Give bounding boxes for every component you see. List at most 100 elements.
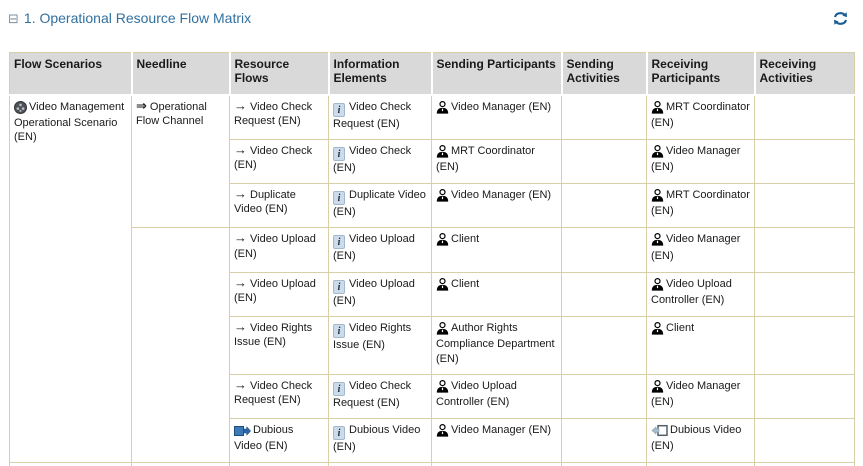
person-icon: [651, 144, 664, 160]
refresh-icon[interactable]: [832, 10, 849, 30]
flow-out-icon: [234, 425, 252, 439]
sending-activity-cell[interactable]: [561, 138, 647, 185]
resource-flow-cell[interactable]: → Video Rights Issue (EN): [229, 315, 329, 375]
table-row: → Video Rights Issue (EN) i Video Rights I…: [10, 315, 855, 375]
information-element-icon: i: [333, 323, 345, 338]
information-element-cell[interactable]: i Video Rights Issue (EN): [328, 315, 432, 375]
flow-arrow-icon: →: [234, 97, 247, 113]
information-element-icon: i: [333, 146, 345, 161]
receiving-activity-cell[interactable]: [754, 418, 855, 464]
receiving-participant-cell[interactable]: MRT Coordinator (EN): [646, 183, 755, 229]
resource-flow-matrix-table: Flow Scenarios Needline Resource Flows I…: [9, 52, 855, 466]
receiving-activity-cell[interactable]: [754, 462, 855, 466]
sending-participant-label: Video Upload Controller (EN): [436, 379, 517, 409]
information-element-cell[interactable]: i Video Upload (EN): [328, 271, 432, 317]
information-element-label: Video Upload (EN): [333, 277, 415, 307]
header-sending-participants: Sending Participants: [431, 52, 563, 96]
sending-activity-cell[interactable]: [561, 418, 647, 464]
sending-activity-cell[interactable]: [561, 271, 647, 317]
information-element-icon: i: [333, 426, 345, 441]
resource-flow-cell[interactable]: → Duplicate Video (EN): [229, 183, 329, 229]
receiving-participant-cell[interactable]: Video Manager (EN): [646, 138, 755, 185]
receiving-activity-cell[interactable]: [754, 227, 855, 273]
table-row: Video Management Operational Scenario (E…: [9, 93, 855, 464]
header-information-elements: Information Elements: [328, 52, 433, 96]
receiving-activity-cell[interactable]: [754, 183, 855, 229]
receiving-participant-cell[interactable]: Video Manager (EN): [646, 373, 755, 420]
receiving-participant-cell[interactable]: Video Manager (EN): [646, 227, 755, 273]
information-element-cell[interactable]: i Video Check (EN): [328, 138, 432, 185]
table-row: → Video Check (EN) i Video Check (EN) MRT …: [10, 138, 855, 185]
resource-flow-cell[interactable]: → Video Upload (EN): [229, 271, 329, 317]
receiving-participant-label: Client: [666, 321, 695, 334]
flow-scenario-cell[interactable]: Video Management Operational Scenario (E…: [9, 93, 132, 464]
resource-flow-cell[interactable]: Dubious Video (EN): [229, 418, 329, 464]
resource-flow-label: Video Check Request (EN): [234, 379, 313, 407]
sending-participant-cell[interactable]: Client: [431, 271, 562, 317]
information-element-cell[interactable]: i Video Check Request (EN): [328, 94, 432, 140]
sending-participant-cell[interactable]: Author Rights Compliance Department (EN): [431, 315, 562, 375]
sending-participant-cell[interactable]: Video Manager (EN): [431, 418, 562, 464]
receiving-participant-cell[interactable]: Video Upload Controller (EN): [646, 271, 755, 317]
receiving-activity-cell[interactable]: [754, 138, 855, 185]
needline-arrow-icon: ⇒: [136, 97, 147, 113]
receiving-participant-label: MRT Coordinator (EN): [651, 100, 750, 129]
receiving-participant-label: Video Upload Controller (EN): [651, 277, 732, 306]
sending-participant-label: Client: [451, 233, 480, 246]
resource-flow-label: Duplicate Video (EN): [234, 189, 296, 216]
information-element-icon: i: [333, 191, 345, 206]
information-element-label: Video Check Request (EN): [333, 100, 412, 130]
sending-participant-label: Video Manager (EN): [451, 424, 552, 437]
person-icon: [651, 233, 664, 248]
sending-activity-cell[interactable]: [561, 183, 647, 229]
sending-activity-cell[interactable]: [561, 227, 647, 273]
sending-participant-cell[interactable]: Video Manager (EN): [431, 94, 562, 140]
information-element-cell[interactable]: i Video Upload (EN): [328, 227, 432, 273]
resource-flow-cell[interactable]: → Video Check (EN): [229, 138, 329, 185]
information-element-label: Video Rights Issue (EN): [333, 321, 412, 351]
sending-participant-cell[interactable]: Client: [431, 227, 562, 273]
receiving-participant-cell[interactable]: Client: [646, 315, 755, 375]
resource-flow-cell[interactable]: → Video Upload (EN): [229, 227, 329, 273]
header-needline: Needline: [131, 52, 231, 96]
sending-participant-label: Author Rights Compliance Department (EN): [436, 321, 555, 365]
receiving-activity-cell[interactable]: [754, 315, 855, 375]
needline-cell-empty[interactable]: [131, 227, 230, 464]
receiving-participant-cell[interactable]: MRT Coordinator (EN): [646, 94, 755, 140]
person-icon: [436, 100, 449, 116]
sending-participant-cell[interactable]: Video Manager (EN): [431, 183, 562, 229]
sending-participant-cell[interactable]: MRT Coordinator (EN): [431, 138, 562, 185]
sending-activity-cell[interactable]: [561, 373, 647, 420]
sending-activity-cell[interactable]: [561, 315, 647, 375]
table-row: → Duplicate Video (EN) i Duplicate Video (…: [10, 183, 855, 229]
resource-flow-cell[interactable]: → Video Check Request (EN): [229, 373, 329, 420]
header-receiving-participants: Receiving Participants: [646, 52, 756, 96]
sending-participant-label: MRT Coordinator (EN): [436, 144, 535, 174]
person-icon: [651, 321, 664, 337]
flow-in-icon: [651, 424, 668, 439]
person-icon: [436, 321, 449, 337]
resource-flow-label: Video Upload (EN): [234, 233, 316, 260]
receiving-participant-label: Video Manager (EN): [651, 144, 741, 174]
resource-flow-cell[interactable]: → Video Check Request (EN): [229, 94, 329, 140]
receiving-activity-cell[interactable]: [754, 373, 855, 420]
flow-scenario-label: Video Management Operational Scenario (E…: [14, 100, 125, 144]
person-icon: [436, 233, 449, 248]
person-icon: [436, 189, 449, 204]
information-element-cell[interactable]: i Video Check Request (EN): [328, 373, 432, 420]
sending-participant-cell[interactable]: Video Upload Controller (EN): [431, 373, 562, 420]
receiving-participant-cell[interactable]: Dubious Video (EN): [646, 418, 755, 464]
resource-flow-label: Video Rights Issue (EN): [234, 321, 313, 349]
information-element-label: Video Check (EN): [333, 144, 412, 174]
sending-activity-cell[interactable]: [561, 94, 647, 140]
header-sending-activities: Sending Activities: [561, 52, 648, 96]
receiving-participant-label: Dubious Video (EN): [651, 424, 742, 453]
receiving-activity-cell[interactable]: [754, 94, 855, 140]
information-element-cell[interactable]: i Duplicate Video (EN): [328, 183, 432, 229]
collapse-toggle-icon[interactable]: ⊟: [8, 10, 19, 26]
receiving-activity-cell[interactable]: [754, 271, 855, 317]
needline-cell[interactable]: ⇒ Operational Flow Channel: [131, 93, 230, 229]
person-icon: [436, 144, 449, 160]
